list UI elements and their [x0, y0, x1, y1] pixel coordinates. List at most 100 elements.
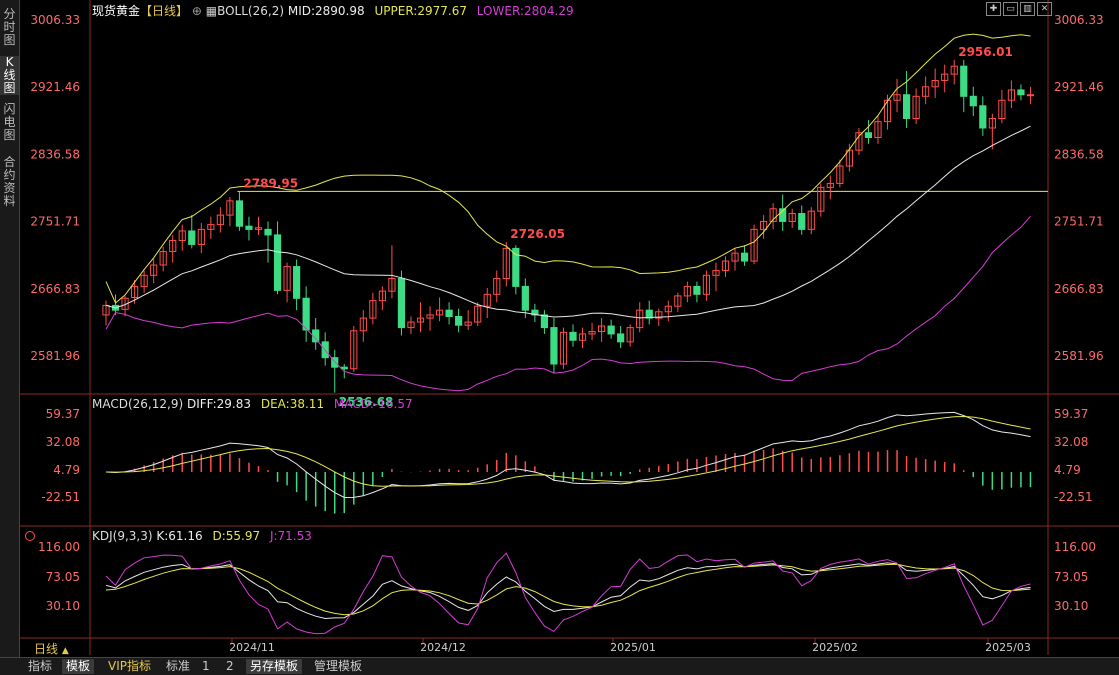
period-selector-label: 日线	[34, 642, 59, 656]
candle-body	[426, 314, 434, 319]
candle-body	[617, 333, 625, 343]
candle-body	[540, 314, 549, 329]
add-icon[interactable]: ⊕	[191, 4, 202, 18]
boll-mid: MID:2890.98	[287, 4, 365, 18]
macd-tick-right-1: 32.08	[1054, 435, 1088, 449]
price-tick-right-5: 2581.96	[1054, 349, 1104, 363]
settings-icon[interactable]	[25, 531, 35, 541]
side-tab-2[interactable]: 闪电图	[3, 102, 16, 142]
candle-body	[283, 266, 291, 291]
chart-svg[interactable]: 3006.33 3006.33 2921.46 2921.46 2836.58 2836.…	[20, 0, 1119, 657]
triangle-up-icon: ▲	[61, 646, 69, 656]
macd-tick-right-3: -22.51	[1054, 490, 1093, 504]
candle-body	[350, 330, 358, 370]
price-tick-left-3: 2751.71	[30, 215, 80, 229]
candle-body	[207, 224, 215, 230]
candle-body	[931, 79, 939, 88]
candle-body	[150, 264, 158, 276]
candle-body	[998, 99, 1006, 119]
candle-body	[273, 234, 282, 291]
price-tick-right-0: 3006.33	[1054, 13, 1104, 27]
bottom-tab-0[interactable]: 指标	[28, 659, 53, 673]
candle-body	[559, 331, 568, 365]
period-selector[interactable]: 日线 ▲	[34, 640, 69, 657]
candle-body	[597, 325, 606, 333]
kdj-k: K:61.16	[156, 529, 203, 543]
candle-body	[712, 270, 720, 276]
candle-body	[388, 277, 396, 292]
candle-body	[950, 65, 958, 75]
grid-icon[interactable]: ▦	[205, 4, 218, 18]
boll-mid-line	[105, 125, 1031, 319]
candle-body	[988, 117, 996, 129]
candle-body	[435, 309, 444, 316]
candle-body	[464, 321, 472, 326]
bottom-tab-6[interactable]: 另存模板	[246, 659, 303, 674]
price-tick-right-2: 2836.58	[1054, 147, 1104, 161]
price-tick-left-1: 2921.46	[30, 80, 80, 94]
zoom-out-icon[interactable]: ▭	[1003, 2, 1018, 16]
candle-body	[245, 225, 253, 230]
candle-body	[874, 121, 882, 138]
price-tick-right-4: 2666.83	[1054, 282, 1104, 296]
candle-body	[121, 297, 129, 310]
candle-body	[626, 327, 634, 343]
candle-body	[130, 285, 139, 298]
bottom-tab-3[interactable]: 标准	[166, 659, 191, 673]
close-icon[interactable]: ✕	[1037, 2, 1052, 16]
macd-tick-right-2: 4.79	[1054, 463, 1081, 477]
kdj-header: KDJ(9,3,3) K:61.16 D:55.97 J:71.53	[92, 529, 312, 543]
candle-body	[578, 333, 587, 341]
side-tab-3[interactable]: 合约资料	[3, 155, 16, 208]
side-tab-0[interactable]: 分时图	[3, 7, 16, 47]
candle-body	[1017, 89, 1025, 96]
bottom-tab-5[interactable]: 2	[226, 659, 234, 673]
bottom-toolbar: 指标 模板 VIP指标 标准 1 2 另存模板 管理模板	[0, 657, 1119, 675]
candle-body	[216, 214, 224, 226]
candle-body	[941, 73, 949, 81]
boll-upper: UPPER:2977.67	[374, 4, 467, 18]
panel-icon[interactable]: ▥	[1020, 2, 1035, 16]
candle-body	[1026, 94, 1035, 97]
chart-area[interactable]: 3006.33 3006.33 2921.46 2921.46 2836.58 2836.…	[20, 0, 1119, 657]
price-tick-left-0: 3006.33	[30, 13, 80, 27]
candle-body	[731, 252, 739, 262]
bottom-tab-7[interactable]: 管理模板	[314, 659, 363, 673]
bottom-tab-4[interactable]: 1	[202, 659, 210, 673]
kdj-tick-left-0: 116.00	[38, 540, 80, 554]
x-tick-4: 2025/03	[985, 641, 1031, 654]
macd-tick-left-1: 32.08	[46, 435, 80, 449]
candle-body	[159, 251, 167, 266]
candle-body	[493, 277, 501, 295]
instrument-name: 现货黄金	[92, 4, 141, 18]
price-annotation-1: 2536.68	[339, 395, 394, 409]
kdj-tick-left-2: 30.10	[46, 599, 80, 613]
candle-body	[655, 311, 663, 319]
bottom-tab-2[interactable]: VIP指标	[108, 659, 151, 673]
candle-body	[855, 132, 863, 151]
kdj-tick-left-1: 73.05	[46, 570, 80, 584]
macd-header: MACD(26,12,9) DIFF:29.83 DEA:38.11 MACD:…	[92, 397, 413, 411]
price-tick-left-5: 2581.96	[30, 349, 80, 363]
price-annotation-0: 2789.95	[243, 176, 298, 190]
candle-body	[521, 285, 529, 311]
bottom-tab-1[interactable]: 模板	[62, 659, 95, 674]
candle-body	[636, 309, 644, 329]
price-tick-right-3: 2751.71	[1054, 215, 1104, 229]
price-tick-right-1: 2921.46	[1054, 80, 1104, 94]
boll-upper-line	[105, 33, 1031, 304]
candle-body	[740, 252, 749, 262]
candle-body	[550, 327, 558, 365]
candle-body	[845, 149, 853, 167]
candle-body	[960, 65, 968, 97]
zoom-in-icon[interactable]: ✚	[986, 2, 1001, 16]
candle-body	[693, 285, 701, 295]
x-tick-0: 2024/11	[229, 641, 275, 654]
candle-body	[674, 295, 682, 307]
candle-body	[474, 305, 482, 323]
boll-lower-line	[105, 215, 1031, 392]
candle-body	[502, 247, 510, 279]
price-annotation-2: 2726.05	[510, 227, 565, 241]
candle-body	[798, 213, 806, 230]
